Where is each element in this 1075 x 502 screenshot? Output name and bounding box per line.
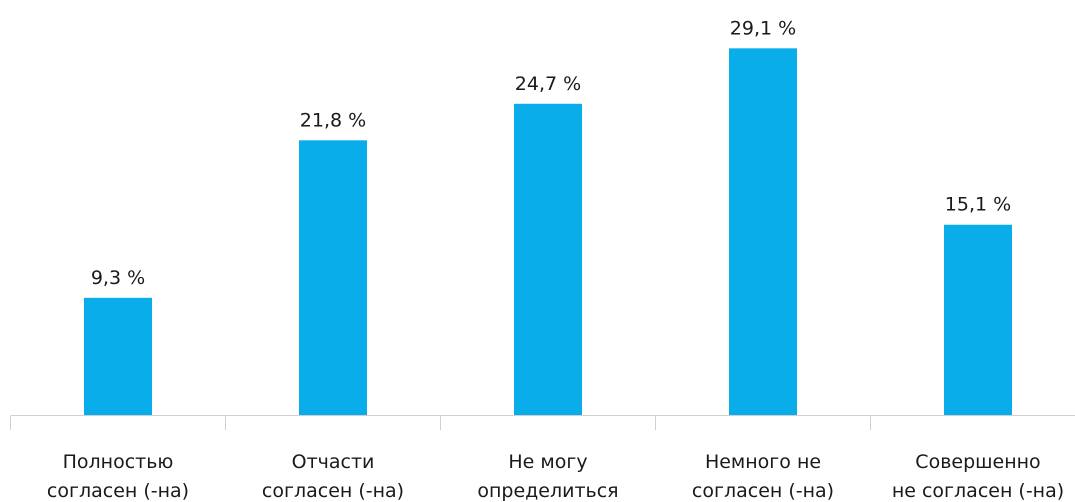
data-label: 9,3 % [91, 267, 145, 289]
x-tick-label: Совершенно [915, 451, 1040, 473]
bar [944, 224, 1012, 415]
data-label: 24,7 % [515, 73, 581, 95]
data-label: 29,1 % [730, 17, 796, 39]
bar [514, 103, 582, 415]
data-label: 15,1 % [945, 194, 1011, 216]
bar [84, 297, 152, 415]
x-tick-label: Не могу [508, 451, 587, 473]
x-tick-label: Немного не [705, 451, 821, 473]
bar [729, 48, 797, 416]
x-tick-label: согласен (-на) [262, 480, 404, 502]
data-label: 21,8 % [300, 109, 366, 131]
x-tick-label: Полностью [63, 451, 174, 473]
x-tick-label: согласен (-на) [692, 480, 834, 502]
x-tick-label: Отчасти [292, 451, 375, 473]
bar [299, 140, 367, 415]
x-tick-label: не согласен (-на) [892, 480, 1064, 502]
x-tick-label: согласен (-на) [47, 480, 189, 502]
x-tick-label: определиться [477, 480, 618, 502]
